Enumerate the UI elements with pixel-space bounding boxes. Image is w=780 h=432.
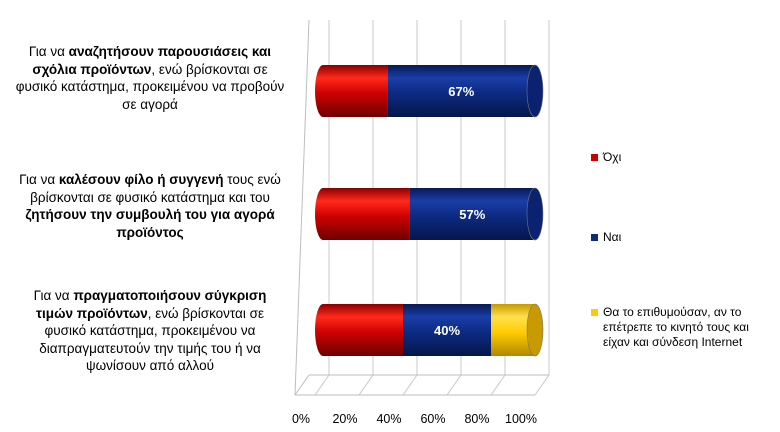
legend-item-0: Όχι bbox=[591, 150, 771, 165]
legend-swatch bbox=[591, 309, 598, 316]
data-label: 67% bbox=[448, 84, 474, 99]
bar-segment-2-2 bbox=[491, 304, 535, 356]
bar-segment-0-0 bbox=[315, 65, 388, 117]
x-tick-label: 80% bbox=[464, 412, 489, 426]
legend-label: Ναι bbox=[603, 230, 622, 244]
legend-label: Όχι bbox=[603, 150, 622, 164]
bar-segment-1-0 bbox=[315, 188, 410, 240]
legend-item-2: Θα το επιθυμούσαν, αν το επέτρεπε το κιν… bbox=[591, 305, 771, 350]
x-tick-label: 60% bbox=[420, 412, 445, 426]
category-label-2: Για να πραγματοποιήσουν σύγκριση τιμών π… bbox=[33, 288, 267, 373]
data-label: 57% bbox=[459, 207, 485, 222]
bar-end-cap-0 bbox=[526, 64, 544, 118]
legend-item-1: Ναι bbox=[591, 230, 771, 245]
bar-end-cap-2 bbox=[526, 303, 544, 357]
data-label: 40% bbox=[434, 323, 460, 338]
x-tick-label: 40% bbox=[376, 412, 401, 426]
legend-swatch bbox=[591, 234, 598, 241]
legend-swatch bbox=[591, 154, 598, 161]
x-tick-label: 100% bbox=[505, 412, 537, 426]
x-tick-label: 20% bbox=[332, 412, 357, 426]
legend-label: Θα το επιθυμούσαν, αν το επέτρεπε το κιν… bbox=[603, 305, 749, 349]
bar-end-cap-1 bbox=[526, 187, 544, 241]
bar-segment-2-0 bbox=[315, 304, 403, 356]
bar-segment-0-1 bbox=[387, 65, 535, 117]
bar-segment-1-1 bbox=[409, 188, 535, 240]
category-label-0: Για να αναζητήσουν παρουσιάσεις και σχόλ… bbox=[15, 44, 285, 112]
category-label-1: Για να καλέσουν φίλο ή συγγενή τους ενώ … bbox=[19, 172, 281, 240]
bar-segment-2-1 bbox=[403, 304, 491, 356]
x-tick-label: 0% bbox=[292, 412, 310, 426]
